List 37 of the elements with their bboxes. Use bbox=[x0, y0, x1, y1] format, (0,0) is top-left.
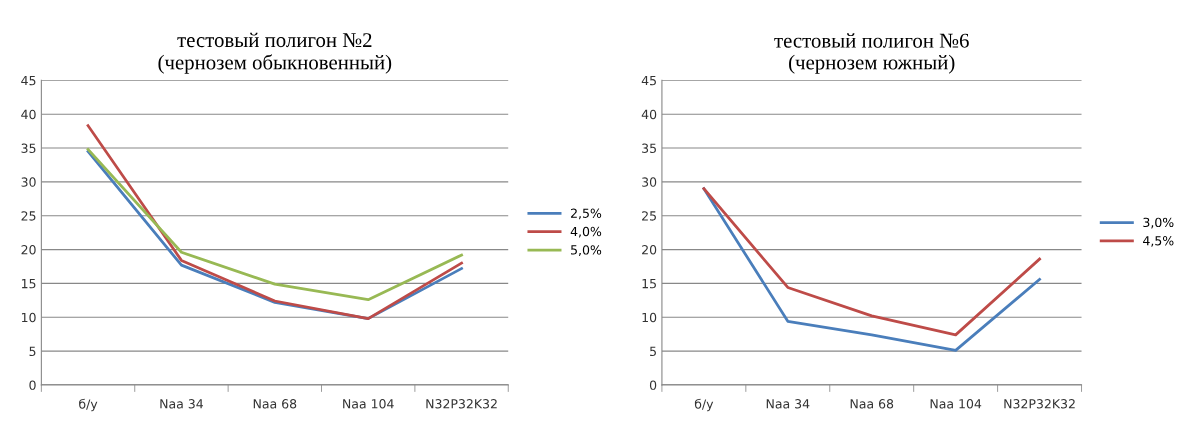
x-tick-label: Naa 104 bbox=[343, 399, 394, 409]
x-tick-label: Naa 68 bbox=[850, 399, 894, 409]
x-tick-label: N32P32K32 bbox=[426, 399, 497, 409]
x-tick-label: Naa 68 bbox=[253, 399, 297, 409]
y-tick-label: 20 bbox=[642, 245, 657, 255]
y-tick-label: 45 bbox=[21, 76, 36, 86]
y-tick-label: 0 bbox=[649, 380, 657, 390]
legend-label: 5,0% bbox=[571, 245, 602, 256]
y-tick-label: 15 bbox=[642, 279, 656, 289]
y-tick-label: 35 bbox=[21, 143, 36, 153]
x-tick-label: N32P32K32 bbox=[1004, 399, 1075, 409]
x-tick-label: Naa 34 bbox=[766, 399, 810, 409]
y-tick-label: 10 bbox=[21, 312, 36, 323]
y-tick-label: 25 bbox=[21, 211, 36, 221]
y-tick-label: 0 bbox=[29, 380, 36, 390]
legend-label: 4,5% bbox=[1143, 236, 1174, 247]
y-tick-label: 30 bbox=[21, 177, 36, 187]
x-tick-label: Naa 104 bbox=[930, 399, 982, 409]
legend-label: 2,5% bbox=[571, 208, 602, 220]
x-tick-label: Naa 34 bbox=[160, 399, 204, 409]
y-tick-label: 5 bbox=[650, 346, 656, 357]
chart-title: тестовый полигон №6 (чернозем южный) bbox=[774, 33, 969, 74]
legend-label: 4,0% bbox=[570, 226, 602, 238]
y-tick-label: 40 bbox=[641, 109, 657, 120]
y-tick-label: 40 bbox=[21, 109, 36, 120]
x-tick-label: б/у bbox=[694, 398, 714, 412]
y-tick-label: 20 bbox=[21, 245, 36, 255]
legend-label: 3,0% bbox=[1143, 217, 1174, 229]
x-tick-label: б/у bbox=[79, 398, 98, 412]
y-tick-label: 10 bbox=[642, 312, 657, 323]
y-tick-label: 25 bbox=[642, 211, 656, 221]
y-tick-label: 35 bbox=[642, 143, 656, 153]
chart-title: тестовый полигон №2 (чернозем обыкновенный) bbox=[158, 32, 392, 74]
y-tick-label: 45 bbox=[641, 76, 656, 86]
y-tick-label: 5 bbox=[29, 346, 36, 357]
y-tick-label: 30 bbox=[642, 177, 657, 187]
y-tick-label: 15 bbox=[21, 279, 36, 289]
